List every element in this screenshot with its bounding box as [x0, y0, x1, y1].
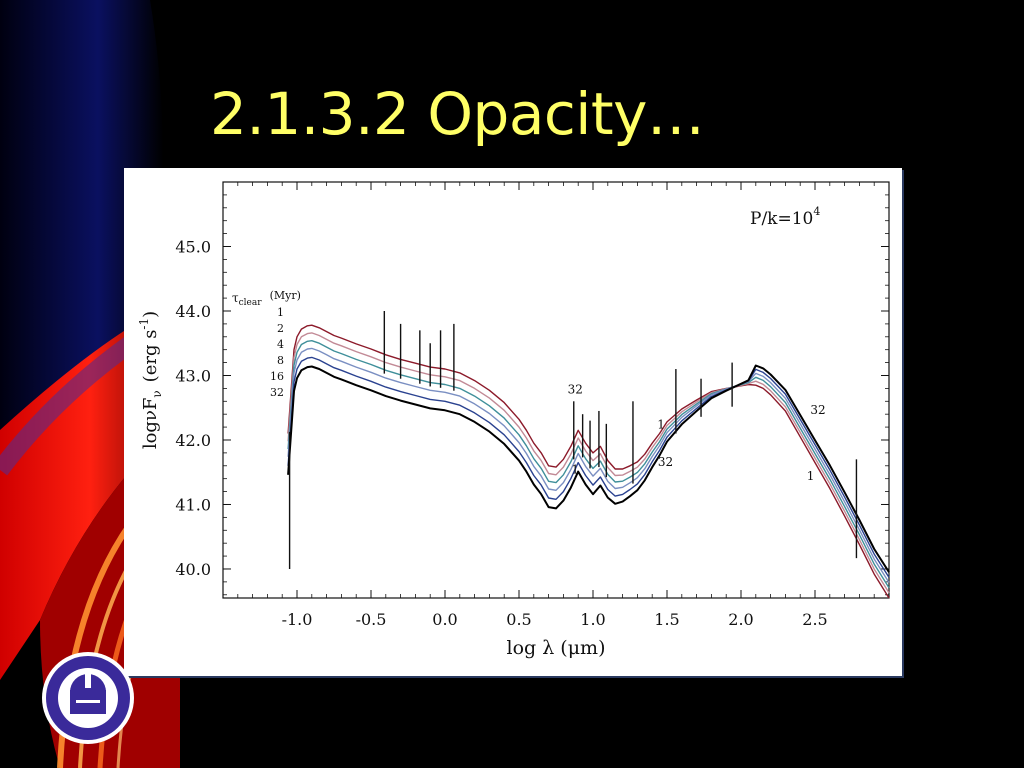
- y-tick-label: 42.0: [175, 431, 211, 450]
- figure-panel: -1.0 -0.5 0.0 0.5 1.0 1.5 2.0 2.5 40.0 41.0 42.0 43…: [124, 168, 902, 676]
- curve-label: 32: [810, 403, 825, 417]
- x-tick-label: 0.5: [506, 610, 531, 629]
- y-tick-label: 43.0: [175, 366, 211, 385]
- sed-chart: -1.0 -0.5 0.0 0.5 1.0 1.5 2.0 2.540.041.042.043…: [137, 181, 890, 659]
- series-line-16: [287, 356, 890, 578]
- x-tick-label: 2.0: [728, 610, 753, 629]
- curve-label: 1: [657, 417, 665, 431]
- legend-entry: 16: [270, 370, 284, 383]
- x-tick-label: -0.5: [356, 610, 387, 629]
- observatory-logo-icon: [42, 652, 134, 744]
- slide-title: 2.1.3.2 Opacity…: [210, 80, 705, 148]
- curve-label: 32: [568, 383, 583, 397]
- x-tick-label: -1.0: [282, 610, 313, 629]
- legend-entry: 32: [270, 386, 284, 399]
- x-axis-label: log λ (μm): [507, 637, 606, 659]
- y-tick-label: 40.0: [175, 560, 211, 579]
- series-line-8: [287, 347, 890, 583]
- legend-entry: 1: [277, 306, 284, 319]
- series-line-1: [287, 324, 890, 599]
- y-tick-label: 41.0: [175, 495, 211, 514]
- curve-label: 32: [658, 455, 673, 469]
- series-line-32: [287, 364, 890, 573]
- legend-entry: 2: [277, 322, 284, 335]
- x-tick-label: 0.0: [432, 610, 457, 629]
- series-line-4: [287, 340, 890, 589]
- x-tick-label: 2.5: [802, 610, 827, 629]
- y-axis-label: logνFν(erg s-1): [137, 311, 164, 449]
- y-tick-label: 44.0: [175, 302, 211, 321]
- curve-label: 1: [807, 469, 815, 483]
- legend-title: τclear(Myr): [232, 289, 301, 308]
- x-tick-label: 1.5: [654, 610, 679, 629]
- x-tick-label: 1.0: [580, 610, 605, 629]
- plot-frame: [222, 181, 890, 599]
- annotation-pressure: P/k=104: [750, 205, 820, 229]
- series-line-2: [287, 332, 890, 594]
- legend-entry: 4: [277, 338, 284, 351]
- y-tick-label: 45.0: [175, 237, 211, 256]
- legend-entry: 8: [277, 354, 284, 367]
- curve-label: 1: [571, 463, 579, 477]
